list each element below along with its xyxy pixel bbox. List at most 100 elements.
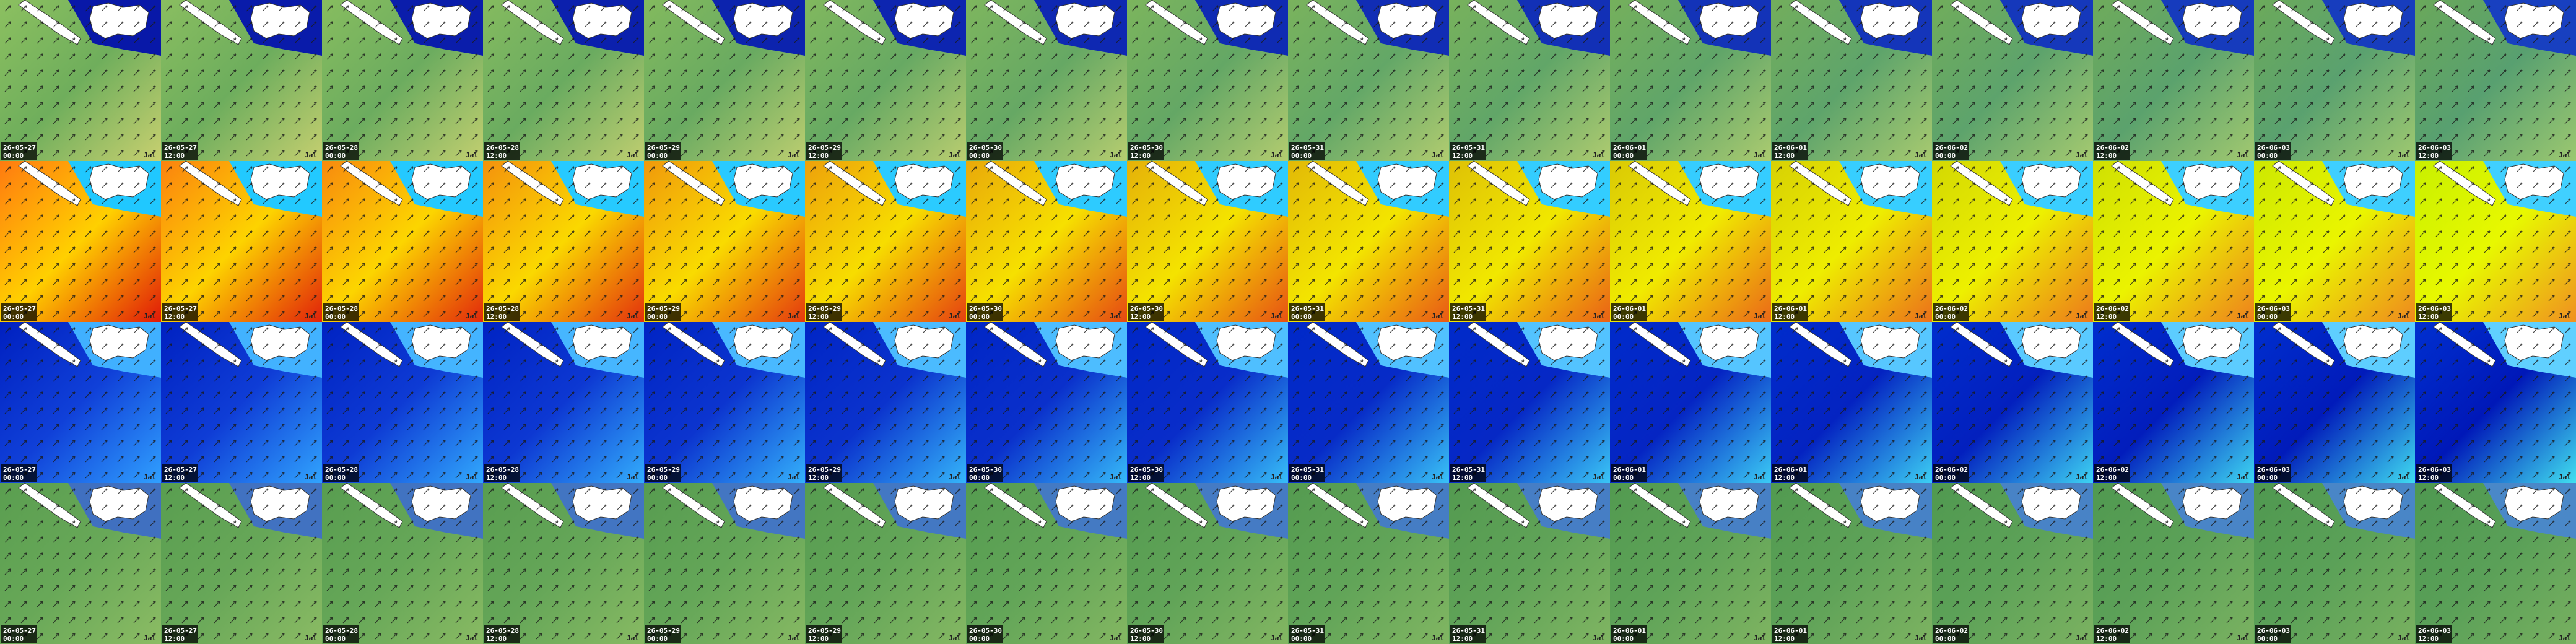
time-label: 12:00: [164, 635, 185, 643]
wind-arrows: [1932, 322, 2093, 483]
label-box: [484, 464, 520, 482]
watermark: Jal: [949, 634, 961, 642]
time-label: 00:00: [3, 152, 24, 160]
time-label: 12:00: [1130, 152, 1151, 160]
wind-arrows: [1771, 322, 1932, 483]
time-label: 12:00: [164, 152, 185, 160]
label-box: [1450, 142, 1486, 160]
label-box: [1933, 142, 1969, 160]
label-box: [323, 625, 359, 643]
time-label: 12:00: [1130, 313, 1151, 321]
label-box: [2094, 625, 2130, 643]
wind-arrows: [2415, 322, 2576, 483]
watermark: Jal: [144, 473, 156, 481]
watermark: Jal: [2076, 473, 2088, 481]
watermark: Jal: [1432, 473, 1444, 481]
watermark: Jal: [2237, 312, 2249, 320]
date-label: 26-05-29: [808, 466, 841, 474]
wind-arrows: [805, 483, 966, 644]
time-label: 00:00: [2257, 313, 2278, 321]
wind-arrows: [0, 0, 161, 161]
date-label: 26-05-30: [969, 305, 1002, 313]
watermark: Jal: [466, 634, 478, 642]
wind-arrows: [2254, 322, 2415, 483]
watermark: Jal: [788, 312, 800, 320]
wind-arrows: [1449, 161, 1610, 322]
wind-arrows: [483, 483, 644, 644]
date-label: 26-06-01: [1613, 305, 1646, 313]
wind-arrows: [1932, 0, 2093, 161]
time-label: 00:00: [647, 635, 668, 643]
date-label: 26-06-02: [1935, 305, 1968, 313]
time-label: 00:00: [969, 152, 990, 160]
watermark: Jal: [627, 312, 639, 320]
wind-arrows: [322, 161, 483, 322]
time-label: 12:00: [164, 313, 185, 321]
time-label: 00:00: [1935, 152, 1956, 160]
wind-arrows: [2254, 483, 2415, 644]
date-label: 26-05-30: [1130, 305, 1163, 313]
date-label: 26-05-27: [3, 466, 36, 474]
date-label: 26-05-28: [486, 627, 519, 635]
date-label: 26-06-03: [2418, 627, 2451, 635]
date-label: 26-06-03: [2418, 144, 2451, 152]
wind-arrows: [1127, 161, 1288, 322]
watermark: Jal: [1432, 151, 1444, 159]
label-box: [162, 464, 198, 482]
date-label: 26-05-31: [1291, 305, 1324, 313]
label-box: [1772, 303, 1808, 321]
wind-arrows: [966, 322, 1127, 483]
date-label: 26-05-29: [647, 627, 680, 635]
date-label: 26-05-28: [325, 305, 358, 313]
watermark: Jal: [1271, 151, 1283, 159]
time-label: 12:00: [1774, 635, 1795, 643]
time-label: 12:00: [2418, 635, 2439, 643]
label-box: [806, 303, 842, 321]
wind-arrows: [161, 483, 322, 644]
watermark: Jal: [2559, 312, 2571, 320]
label-box: [1772, 625, 1808, 643]
watermark: Jal: [2237, 634, 2249, 642]
label-box: [1128, 464, 1164, 482]
wind-arrows: [0, 483, 161, 644]
watermark: Jal: [627, 473, 639, 481]
label-box: [1933, 464, 1969, 482]
wind-arrows: [1610, 322, 1771, 483]
label-box: [323, 303, 359, 321]
date-label: 26-06-02: [2096, 144, 2129, 152]
watermark: Jal: [1754, 151, 1766, 159]
watermark: Jal: [2076, 312, 2088, 320]
wind-arrows: [2093, 483, 2254, 644]
time-label: 00:00: [1291, 152, 1312, 160]
wind-arrows: [322, 0, 483, 161]
time-label: 12:00: [1130, 635, 1151, 643]
watermark: Jal: [788, 473, 800, 481]
label-box: [1772, 142, 1808, 160]
time-label: 00:00: [969, 635, 990, 643]
watermark: Jal: [2237, 473, 2249, 481]
time-label: 12:00: [2096, 152, 2117, 160]
wind-arrows: [1932, 483, 2093, 644]
wind-arrows: [483, 0, 644, 161]
label-box: [645, 303, 681, 321]
label-box: [1, 464, 37, 482]
time-label: 12:00: [164, 474, 185, 482]
date-label: 26-05-29: [647, 466, 680, 474]
wind-arrows: [805, 161, 966, 322]
